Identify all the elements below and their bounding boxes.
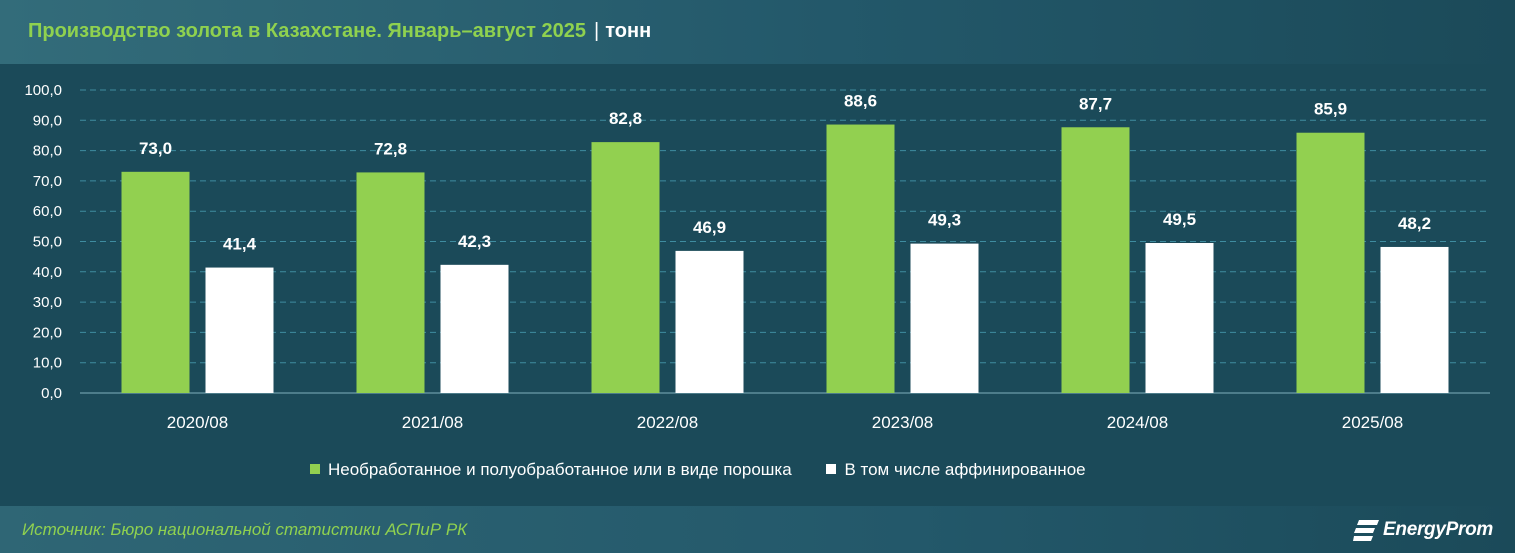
x-category-label: 2022/08: [637, 413, 698, 432]
data-label-refined: 42,3: [458, 232, 491, 251]
y-tick-label: 40,0: [33, 264, 62, 281]
bar-unrefined-2024/08: [1061, 127, 1130, 394]
data-label-unrefined: 88,6: [844, 92, 877, 111]
chart-legend: Необработанное и полуобработанное или в …: [310, 460, 1116, 480]
bar-unrefined-2025/08: [1296, 132, 1365, 393]
y-tick-label: 10,0: [33, 355, 62, 372]
y-tick-label: 100,0: [24, 82, 62, 99]
data-label-unrefined: 87,7: [1079, 94, 1112, 113]
bar-refined-2022/08: [675, 250, 744, 393]
logo-text: EnergyProm: [1383, 519, 1493, 540]
bar-refined-2025/08: [1380, 246, 1449, 393]
title-separator: |: [594, 20, 600, 42]
data-label-unrefined: 85,9: [1314, 100, 1347, 119]
chart-title-text: Производство золота в Казахстане. Январь…: [28, 20, 587, 42]
y-tick-label: 30,0: [33, 294, 62, 311]
chart-unit: тонн: [605, 20, 652, 42]
x-category-label: 2021/08: [402, 413, 463, 432]
bar-chart: 0,0 10,0 20,0 30,0 40,0 50,0 60,0 70,0 80,0 90,0 1…: [24, 82, 1490, 432]
energyprom-logo: EnergyProm: [1353, 516, 1493, 544]
y-tick-label: 50,0: [33, 234, 62, 251]
x-category-label: 2025/08: [1342, 413, 1403, 432]
x-category-label: 2020/08: [167, 413, 228, 432]
bar-refined-2024/08: [1145, 243, 1214, 393]
y-tick-label: 70,0: [33, 173, 62, 190]
data-label-unrefined: 82,8: [609, 109, 642, 128]
data-label-unrefined: 73,0: [139, 139, 172, 158]
legend-label-unrefined: Необработанное и полуобработанное или в …: [328, 460, 792, 479]
footer-bar: Источник: Бюро национальной статистики А…: [0, 506, 1515, 553]
chart-title: Производство золота в Казахстане. Январь…: [28, 20, 651, 43]
bar-unrefined-2021/08: [356, 172, 425, 393]
x-category-label: 2023/08: [872, 413, 933, 432]
y-tick-label: 80,0: [33, 143, 62, 160]
data-label-refined: 49,5: [1163, 210, 1196, 229]
bar-refined-2021/08: [440, 264, 509, 393]
legend-swatch-white: [826, 464, 837, 474]
legend-swatch-green: [310, 464, 320, 474]
header-bar: Производство золота в Казахстане. Январь…: [0, 0, 1515, 64]
energyprom-logo-icon: [1353, 520, 1380, 541]
bar-refined-2020/08: [205, 267, 274, 393]
legend-item-refined: В том числе аффинированное: [826, 460, 1086, 480]
data-label-refined: 46,9: [693, 218, 726, 237]
legend-label-refined: В том числе аффинированное: [844, 460, 1086, 479]
y-tick-label: 20,0: [33, 324, 62, 341]
bar-unrefined-2022/08: [591, 142, 660, 393]
data-label-unrefined: 72,8: [374, 139, 407, 158]
data-label-refined: 48,2: [1398, 214, 1431, 233]
legend-item-unrefined: Необработанное и полуобработанное или в …: [310, 460, 792, 480]
y-tick-label: 90,0: [33, 112, 62, 129]
data-label-refined: 49,3: [928, 211, 961, 230]
bar-unrefined-2020/08: [121, 171, 190, 393]
y-tick-label: 0,0: [41, 385, 62, 402]
source-note: Источник: Бюро национальной статистики А…: [22, 520, 468, 539]
bar-unrefined-2023/08: [826, 124, 895, 394]
data-label-refined: 41,4: [223, 235, 257, 254]
bar-refined-2023/08: [910, 243, 979, 393]
x-category-label: 2024/08: [1107, 413, 1168, 432]
y-tick-label: 60,0: [33, 203, 62, 220]
